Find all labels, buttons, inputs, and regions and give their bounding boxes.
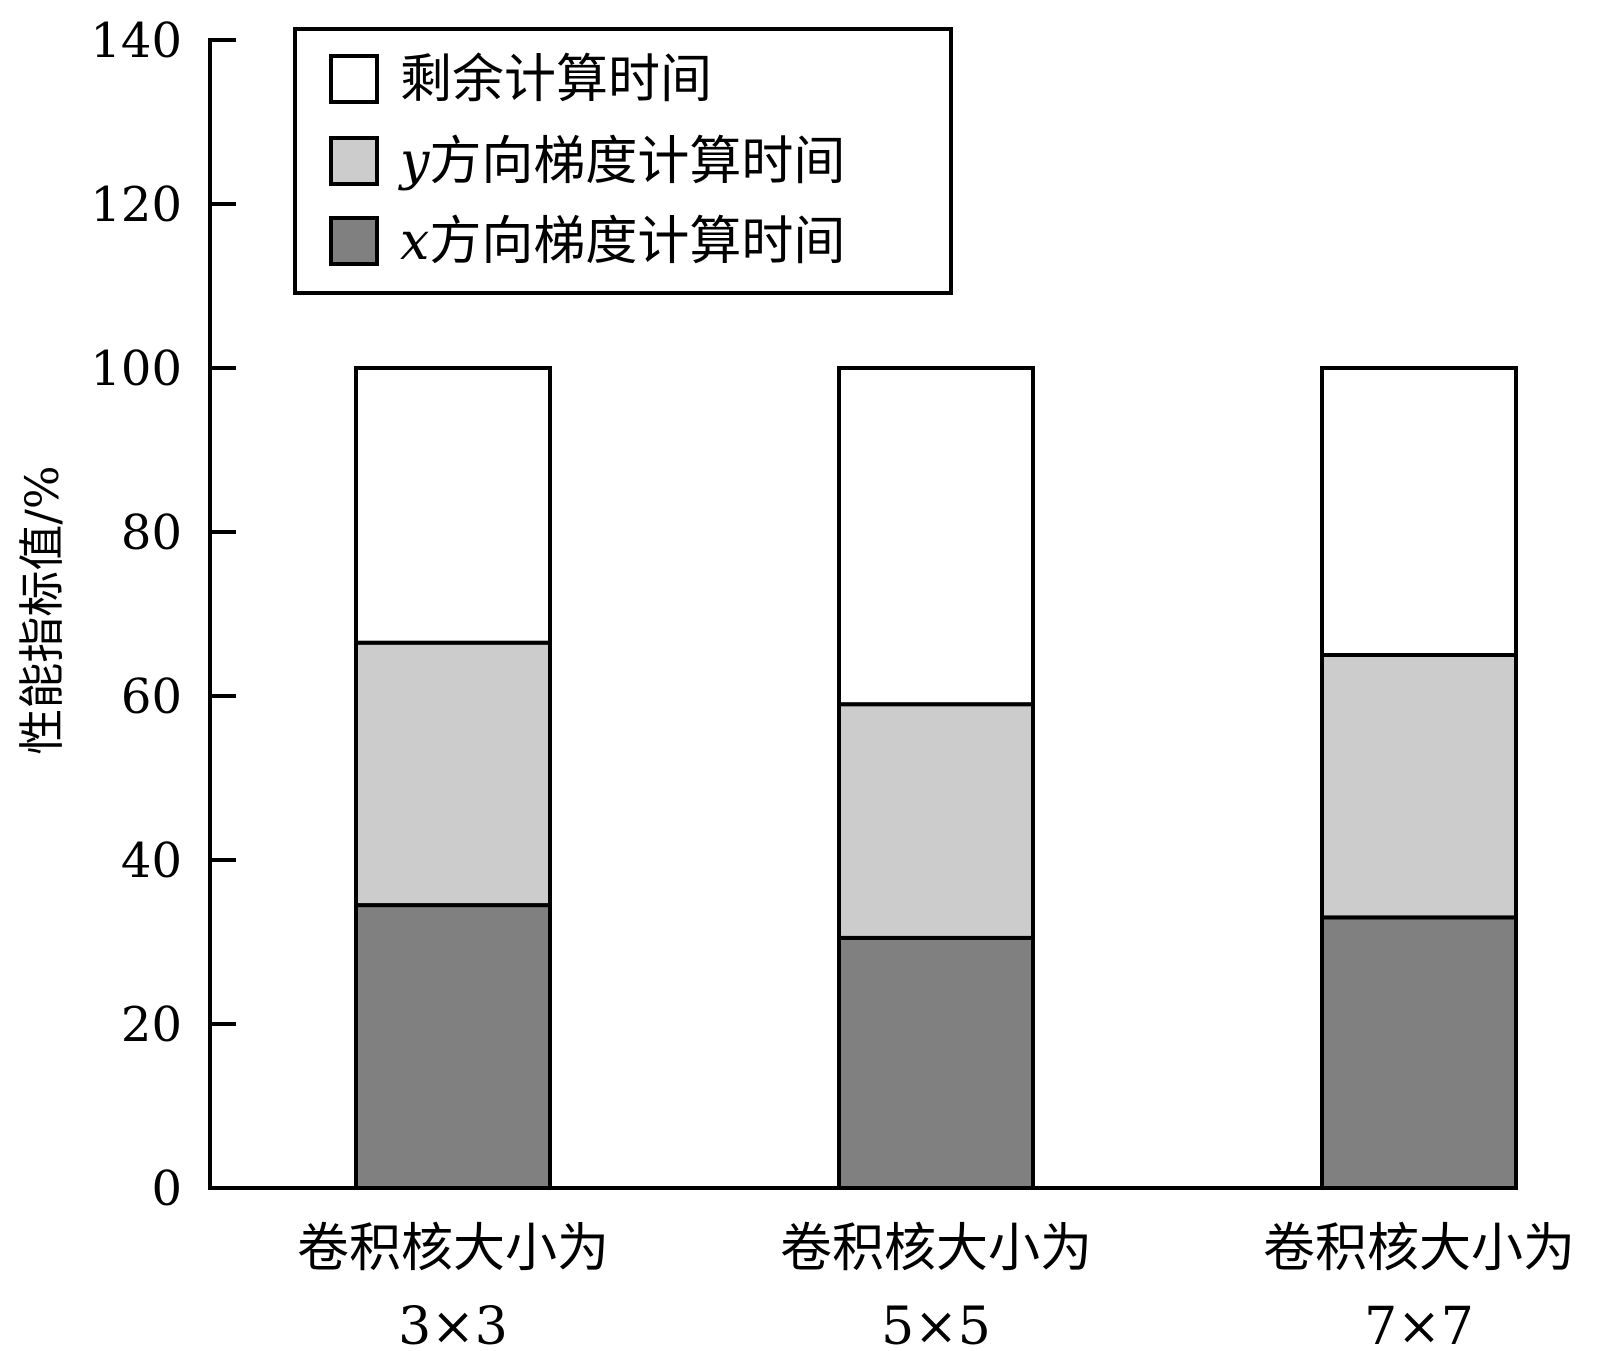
legend-swatch-0 [329, 54, 379, 104]
legend-var-2: x [400, 212, 429, 272]
bar-segment-0-1 [354, 640, 552, 908]
legend-var-1: y [398, 132, 430, 192]
y-tick-label-5: 100 [90, 341, 182, 397]
legend-label-2: x方向梯度计算时间 [400, 212, 845, 272]
legend-box [293, 27, 953, 295]
bar-segment-1-2 [837, 366, 1035, 707]
legend-text-1: 方向梯度计算时间 [429, 132, 845, 192]
bar-segment-2-0 [1320, 915, 1518, 1191]
x-tick-label-1-0: 卷积核大小为 [780, 1219, 1092, 1279]
bar-segment-1-0 [837, 935, 1035, 1191]
bar-segment-1-1 [837, 702, 1035, 940]
y-tick-label-1: 20 [121, 997, 182, 1053]
legend-label-1: y方向梯度计算时间 [398, 132, 845, 192]
y-tick-label-3: 60 [121, 669, 182, 725]
legend-swatch-1 [329, 136, 379, 186]
bars-layer [354, 366, 1518, 1191]
legend-swatch-2 [329, 216, 379, 266]
x-tick-label-2-1: 7×7 [1364, 1297, 1474, 1351]
x-tick-label-1-1: 5×5 [881, 1297, 991, 1351]
legend-text-2: 方向梯度计算时间 [429, 212, 845, 272]
legend-text-0: 剩余计算时间 [400, 50, 712, 110]
bar-segment-0-2 [354, 366, 552, 645]
axes-layer: 0 20 40 60 80 100 120 140 [90, 13, 1516, 1217]
x-tick-label-0-0: 卷积核大小为 [297, 1219, 609, 1279]
y-tick-label-7: 140 [90, 13, 182, 69]
y-tick-label-0: 0 [151, 1161, 182, 1217]
bar-segment-2-2 [1320, 366, 1518, 657]
legend-label-0: 剩余计算时间 [400, 50, 712, 110]
y-tick-label-6: 120 [90, 177, 182, 233]
x-tick-label-0-1: 3×3 [398, 1297, 508, 1351]
y-tick-label-2: 40 [121, 833, 182, 889]
bar-segment-0-0 [354, 903, 552, 1190]
y-axis-label: 性能指标值/% [15, 465, 69, 754]
bar-segment-2-1 [1320, 653, 1518, 920]
x-tick-label-2-0: 卷积核大小为 [1263, 1219, 1575, 1279]
x-tick-labels: 卷积核大小为 3×3 卷积核大小为 5×5 卷积核大小为 7×7 [297, 1219, 1575, 1351]
y-tick-label-4: 80 [121, 505, 182, 561]
